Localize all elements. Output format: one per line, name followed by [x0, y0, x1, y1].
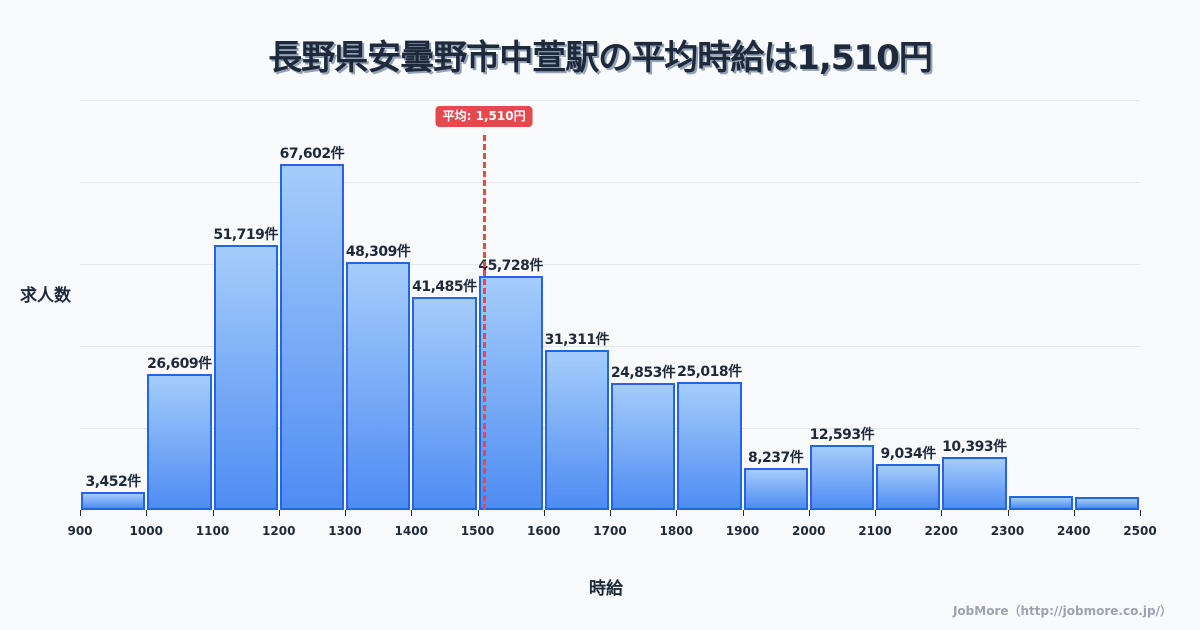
- x-tick: [676, 510, 678, 516]
- x-tick-label: 1200: [262, 524, 296, 538]
- histogram-bar[interactable]: [677, 381, 742, 510]
- x-tick-label: 1300: [328, 524, 362, 538]
- bar-value-label: 41,485件: [412, 279, 477, 296]
- bar-value-label: 9,034件: [880, 445, 936, 462]
- bar-value-label: 67,602件: [279, 145, 345, 162]
- x-tick: [278, 510, 280, 516]
- gridline: [80, 182, 1140, 183]
- x-tick: [146, 510, 148, 516]
- x-tick: [345, 510, 346, 516]
- x-tick: [212, 510, 214, 516]
- x-tick: [411, 510, 413, 516]
- plot-area: [80, 100, 1140, 510]
- x-tick-label: 1500: [460, 524, 495, 538]
- x-tick-label: 1600: [527, 524, 561, 538]
- histogram-bar[interactable]: [279, 163, 344, 510]
- bar-value-label: 45,728件: [478, 257, 543, 274]
- x-tick-label: 2400: [1057, 524, 1091, 538]
- x-tick-label: 1900: [725, 524, 760, 538]
- histogram-bar[interactable]: [544, 349, 609, 510]
- gridline: [80, 428, 1140, 429]
- chart-title: 長野県安曇野市中萱駅の平均時給は1,510円: [268, 38, 933, 78]
- bar-value-label: 10,393件: [942, 438, 1007, 455]
- x-tick: [1140, 510, 1141, 516]
- histogram-bar[interactable]: [81, 492, 146, 510]
- histogram-bar[interactable]: [942, 456, 1007, 510]
- histogram-bar[interactable]: [809, 445, 874, 510]
- x-tick: [1007, 510, 1009, 516]
- gridline: [80, 346, 1140, 347]
- x-tick: [477, 510, 479, 516]
- gridline: [80, 100, 1140, 101]
- histogram-bar[interactable]: [147, 373, 212, 510]
- y-axis-label: 求人数: [20, 286, 71, 306]
- x-tick: [543, 510, 545, 516]
- x-tick: [610, 510, 611, 516]
- bar-value-label: 26,609件: [147, 355, 212, 372]
- x-tick-label: 1000: [129, 524, 163, 538]
- bar-value-label: 48,309件: [345, 244, 411, 261]
- x-tick: [1073, 510, 1075, 516]
- histogram-bar[interactable]: [412, 297, 477, 510]
- x-tick-label: 1400: [394, 524, 428, 538]
- x-tick-label: 1100: [195, 524, 230, 538]
- histogram-bar[interactable]: [876, 463, 941, 510]
- bar-value-label: 8,237件: [747, 449, 804, 466]
- histogram-bar[interactable]: [346, 262, 411, 510]
- source-credit: JobMore（http://jobmore.co.jp/）: [952, 604, 1172, 618]
- histogram-bar[interactable]: [611, 382, 676, 510]
- x-tick-label: 1800: [659, 524, 693, 538]
- bar-value-label: 51,719件: [213, 226, 278, 243]
- histogram-bar[interactable]: [743, 467, 808, 510]
- histogram-bar[interactable]: [1008, 496, 1073, 510]
- bar-value-label: 31,311件: [544, 331, 610, 348]
- gridline: [80, 264, 1140, 265]
- mean-badge: 平均: 1,510円: [435, 106, 533, 127]
- bar-value-label: 3,452件: [85, 474, 141, 491]
- x-tick-label: 2200: [924, 524, 958, 538]
- x-tick-label: 900: [67, 524, 93, 538]
- x-tick: [941, 510, 943, 516]
- x-tick: [808, 510, 810, 516]
- x-tick: [742, 510, 744, 516]
- x-axis-label: 時給: [589, 579, 623, 599]
- x-tick-label: 2000: [792, 524, 826, 538]
- bar-value-label: 12,593件: [809, 427, 875, 444]
- x-tick-label: 2500: [1123, 524, 1157, 538]
- x-tick-label: 2300: [990, 524, 1025, 538]
- histogram-bar[interactable]: [213, 244, 278, 510]
- x-tick: [875, 510, 876, 516]
- x-tick-label: 1700: [593, 524, 627, 538]
- bar-value-label: 24,853件: [610, 364, 676, 381]
- histogram-bar[interactable]: [478, 275, 543, 510]
- x-tick: [80, 510, 81, 516]
- histogram-bar[interactable]: [1074, 497, 1139, 510]
- mean-line: [482, 135, 486, 510]
- bar-value-label: 25,018件: [677, 363, 742, 380]
- x-tick-label: 2100: [858, 524, 892, 538]
